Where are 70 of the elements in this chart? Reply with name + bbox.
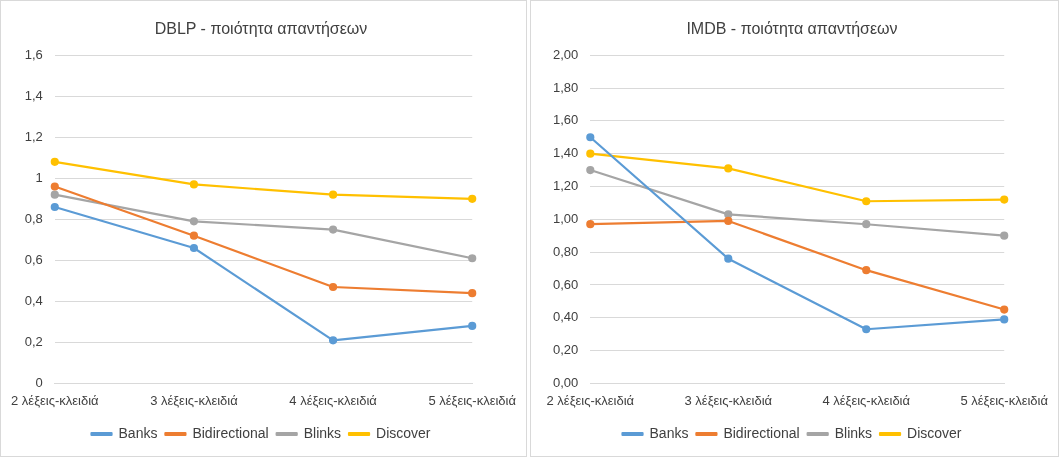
legend-label: Bidirectional bbox=[192, 424, 269, 441]
legend-label: Discover bbox=[376, 424, 431, 441]
point bbox=[189, 231, 199, 240]
x-tick-label: 5 λέξεις-κλειδιά bbox=[960, 392, 1049, 408]
point bbox=[50, 202, 59, 212]
point bbox=[724, 254, 733, 263]
legend-label: Blinks bbox=[834, 424, 873, 441]
legend-label: Banks bbox=[649, 424, 689, 441]
y-tick-label: 1,00 bbox=[552, 210, 579, 226]
point bbox=[50, 157, 59, 166]
point bbox=[328, 190, 338, 199]
y-tick-label: 1,20 bbox=[552, 178, 579, 194]
x-tick-label: 5 λέξεις-κλειδιά bbox=[428, 392, 517, 408]
y-tick-label: 0,40 bbox=[552, 309, 579, 325]
y-tick-label: 2,00 bbox=[552, 46, 579, 62]
point bbox=[862, 220, 871, 229]
point bbox=[328, 282, 338, 292]
point bbox=[468, 194, 477, 203]
point bbox=[586, 149, 595, 158]
point bbox=[862, 266, 871, 275]
point bbox=[1000, 305, 1009, 314]
point bbox=[189, 217, 199, 226]
x-tick-label: 2 λέξεις-κλειδιά bbox=[546, 392, 635, 408]
x-tick-label: 3 λέξεις-κλειδιά bbox=[684, 392, 773, 408]
y-tick-label: 1,60 bbox=[552, 112, 579, 128]
y-tick-label: 1,2 bbox=[24, 128, 43, 144]
legend-label: Blinks bbox=[303, 424, 342, 441]
point bbox=[586, 133, 595, 142]
y-tick-label: 1 bbox=[35, 169, 43, 185]
y-tick-label: 1,40 bbox=[552, 145, 579, 161]
point bbox=[468, 289, 477, 298]
y-tick-label: 0,6 bbox=[24, 251, 43, 267]
y-tick-label: 0,20 bbox=[552, 342, 579, 358]
legend-label: Discover bbox=[907, 424, 962, 441]
x-tick-label: 4 λέξεις-κλειδιά bbox=[822, 392, 911, 408]
point bbox=[586, 220, 595, 229]
x-tick-label: 4 λέξεις-κλειδιά bbox=[289, 392, 378, 408]
point bbox=[328, 225, 338, 234]
point bbox=[468, 321, 477, 331]
y-tick-label: 0,4 bbox=[24, 292, 43, 308]
point bbox=[724, 216, 733, 226]
legend-label: Banks bbox=[118, 424, 158, 441]
chart-title: IMDB - ποιότητα απαντήσεων bbox=[686, 20, 898, 38]
point bbox=[1000, 195, 1009, 204]
point bbox=[724, 210, 733, 219]
point bbox=[586, 165, 595, 175]
point bbox=[328, 336, 338, 345]
y-tick-label: 0,8 bbox=[24, 210, 43, 226]
x-tick-label: 2 λέξεις-κλειδιά bbox=[11, 392, 100, 408]
point bbox=[862, 197, 871, 206]
point bbox=[189, 243, 199, 253]
y-tick-label: 0 bbox=[35, 374, 43, 390]
chart-title: DBLP - ποιότητα απαντήσεων bbox=[154, 20, 368, 38]
y-tick-label: 1,6 bbox=[24, 46, 43, 62]
point bbox=[50, 190, 59, 199]
legend-label: Bidirectional bbox=[723, 424, 800, 441]
y-tick-label: 0,80 bbox=[552, 243, 579, 259]
y-tick-label: 1,80 bbox=[552, 79, 579, 95]
point bbox=[862, 325, 871, 334]
y-tick-label: 0,00 bbox=[552, 374, 579, 390]
x-tick-label: 3 λέξεις-κλειδιά bbox=[150, 392, 239, 408]
point bbox=[468, 254, 477, 263]
point bbox=[724, 164, 733, 173]
point bbox=[1000, 231, 1009, 240]
point bbox=[50, 182, 59, 191]
point bbox=[189, 180, 199, 189]
point bbox=[1000, 315, 1009, 324]
y-tick-label: 1,4 bbox=[24, 87, 43, 103]
y-tick-label: 0,60 bbox=[552, 276, 579, 292]
y-tick-label: 0,2 bbox=[24, 333, 43, 349]
